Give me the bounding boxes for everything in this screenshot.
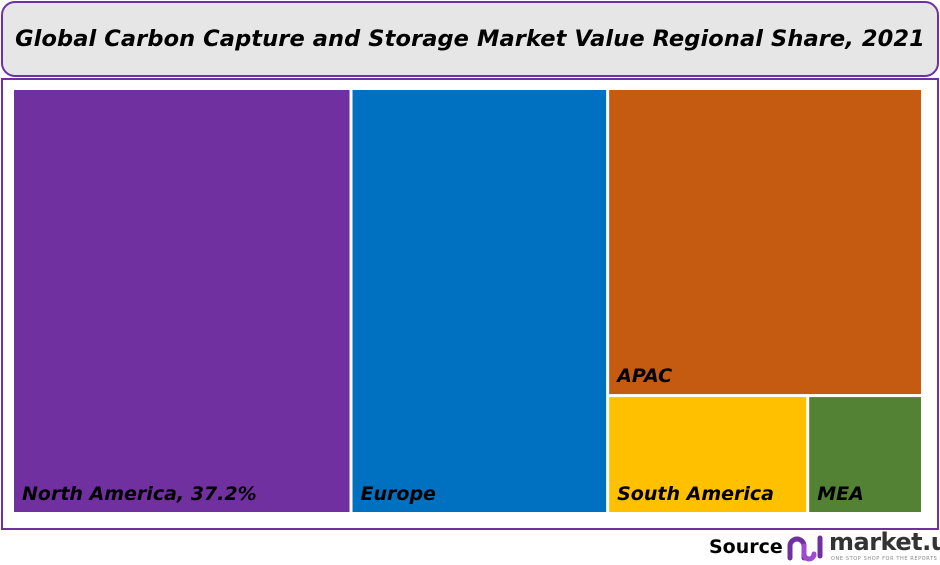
treemap-rect <box>609 90 921 395</box>
treemap-rect <box>809 397 921 512</box>
treemap-cell-north-america: North America, 37.2% <box>14 90 350 512</box>
treemap-rect <box>352 90 607 512</box>
chart-title: Global Carbon Capture and Storage Market… <box>15 26 925 52</box>
treemap-cell-europe: Europe <box>352 90 607 512</box>
treemap-label: Europe <box>361 483 437 505</box>
title-box: Global Carbon Capture and Storage Market… <box>1 1 939 77</box>
brand-tagline: ONE STOP SHOP FOR THE REPORTS <box>831 556 938 562</box>
treemap-cell-south-america: South America <box>609 397 807 512</box>
treemap-cell-apac: APAC <box>609 90 921 395</box>
brand-name: market.us <box>829 528 940 556</box>
market-us-logo-icon <box>787 535 823 562</box>
treemap-label: North America, 37.2% <box>22 483 257 505</box>
source-label: Source <box>709 536 783 558</box>
treemap-label: MEA <box>817 483 864 505</box>
treemap-label: South America <box>617 483 774 505</box>
treemap-label: APAC <box>615 365 672 387</box>
treemap-rect <box>609 397 807 512</box>
treemap-cell-mea: MEA <box>809 397 921 512</box>
treemap-rect <box>14 90 350 512</box>
